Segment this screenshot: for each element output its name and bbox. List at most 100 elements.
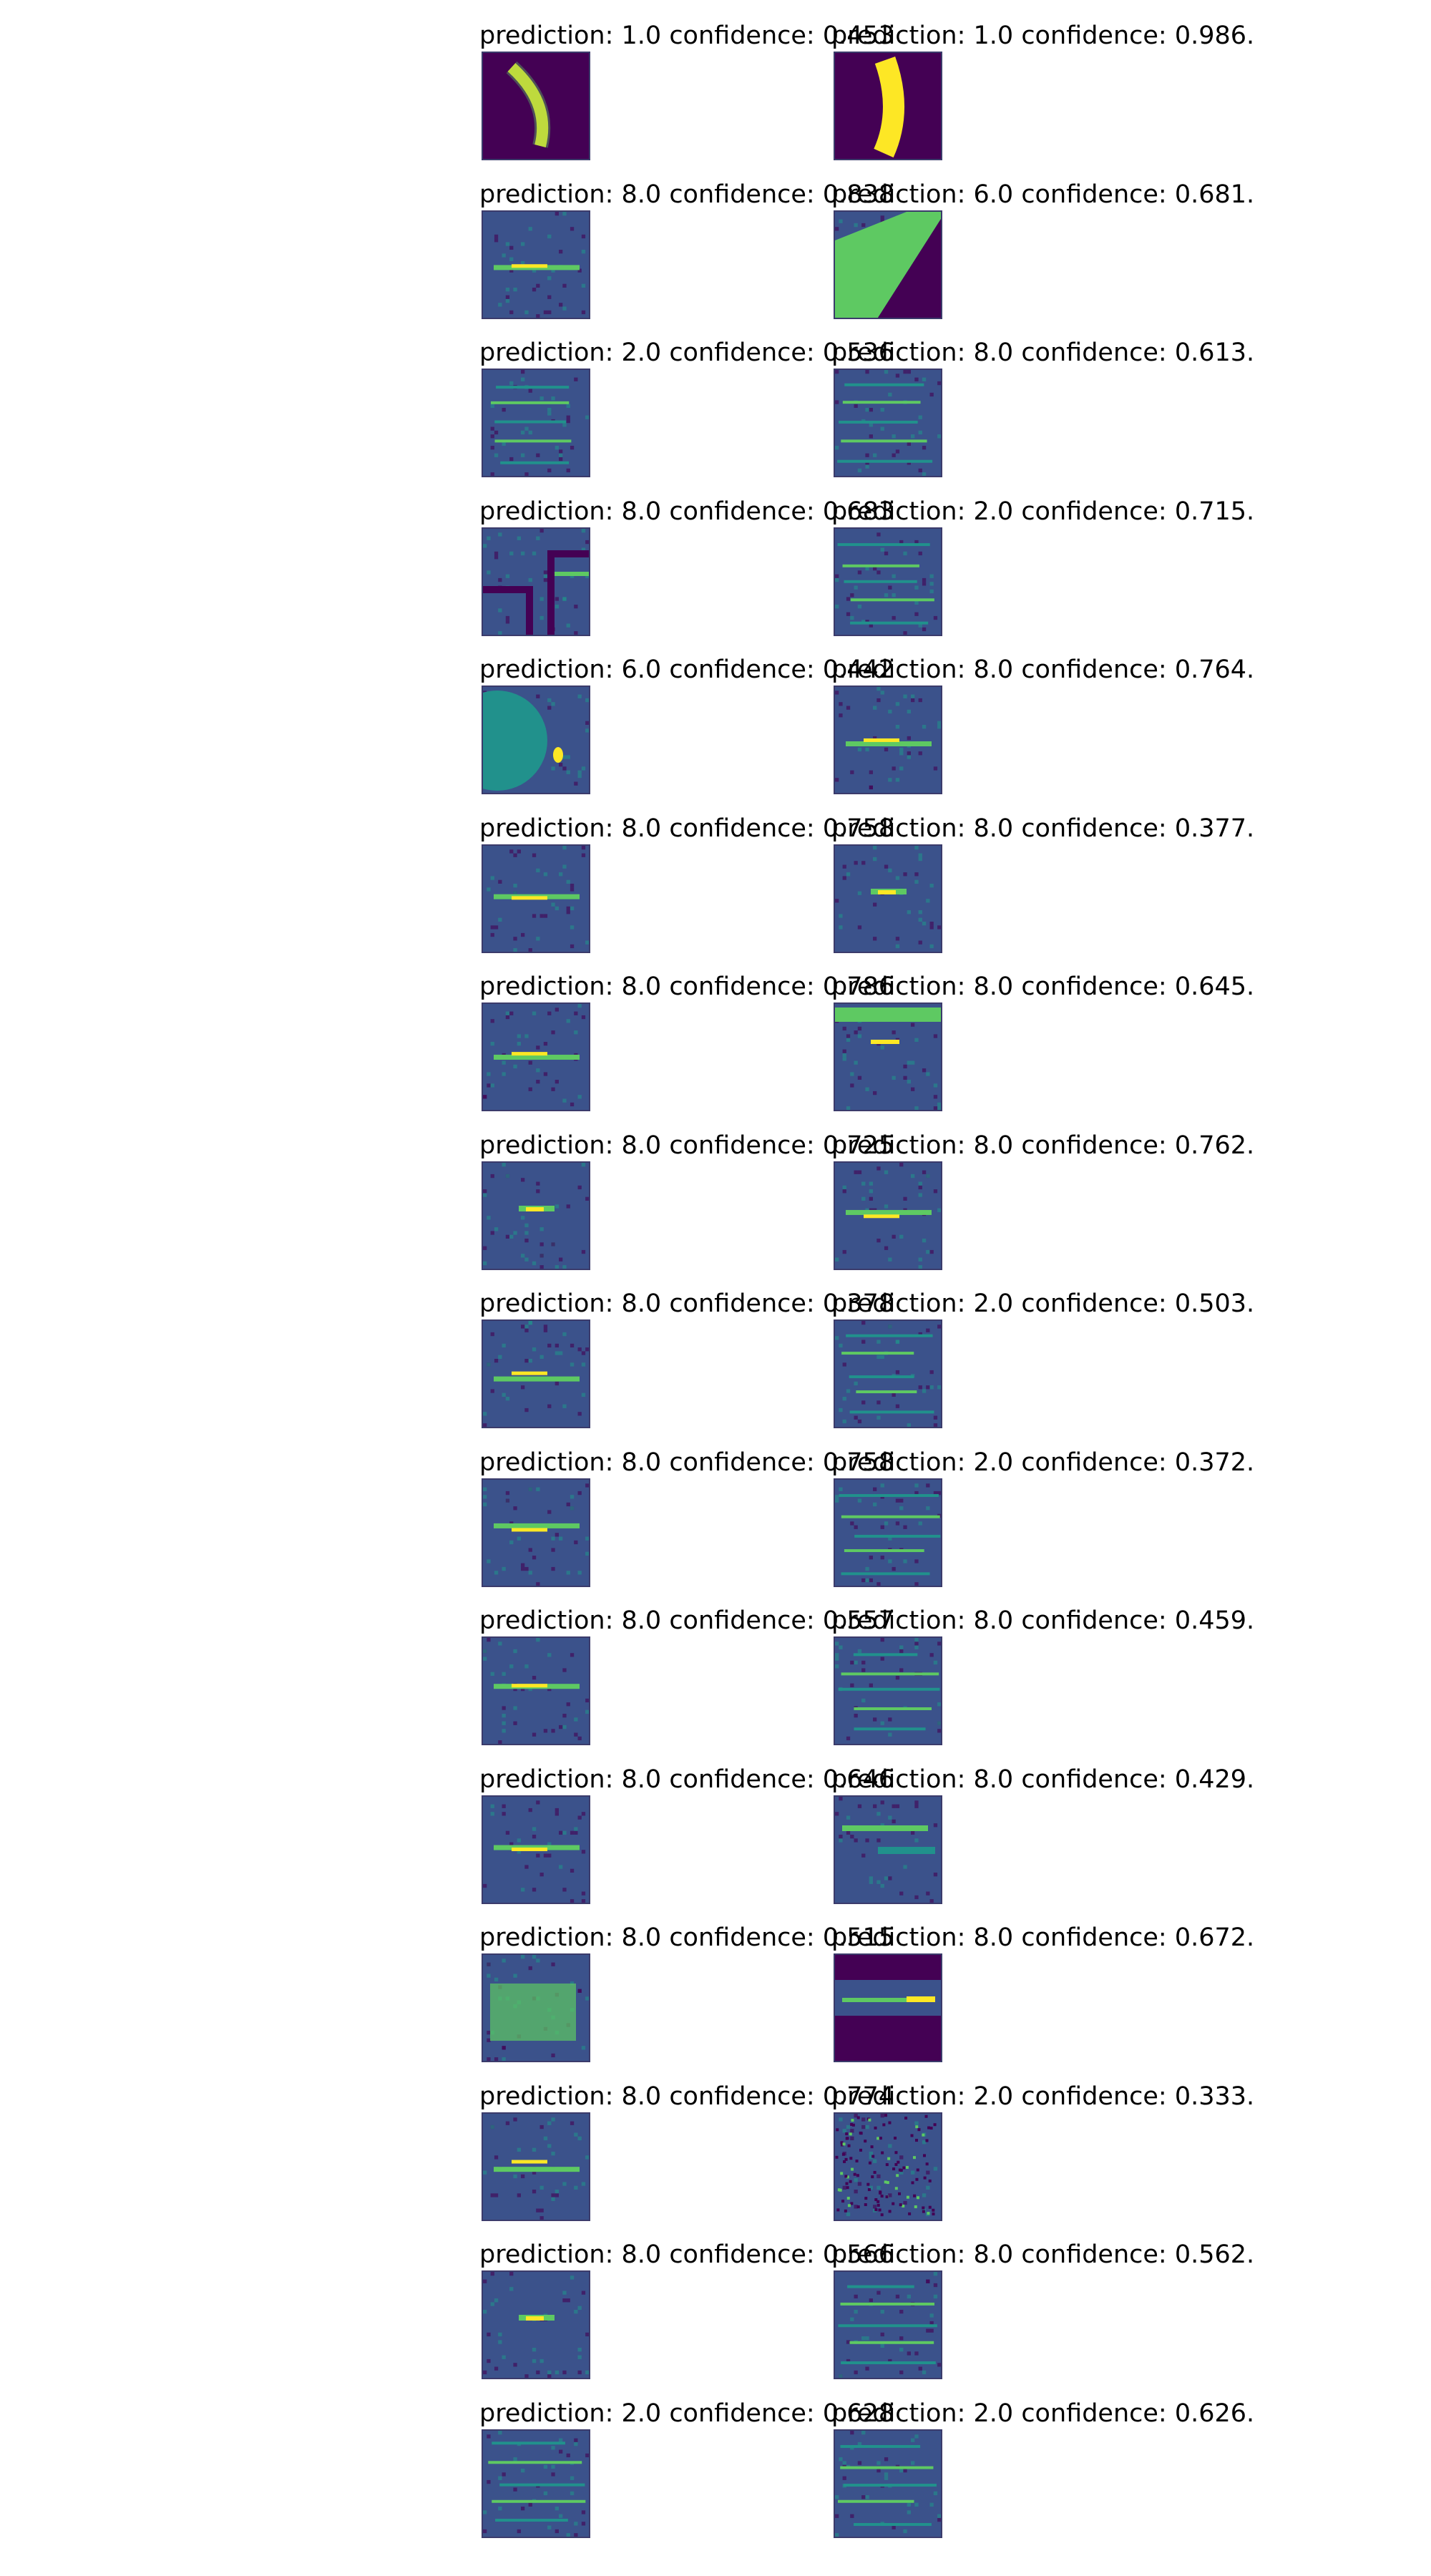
image-patch bbox=[834, 369, 942, 477]
confidence-value: 0.536 bbox=[814, 338, 895, 367]
confidence-prefix: confidence: bbox=[1021, 2082, 1167, 2111]
patch-streak bbox=[835, 1162, 941, 1269]
prediction-label: prediction: 2.0 confidence: 0.715. bbox=[831, 497, 1254, 526]
confidence-value: 0.429. bbox=[1166, 1765, 1255, 1794]
confidence-prefix: confidence: bbox=[669, 2082, 815, 2111]
patch-streak bbox=[835, 687, 941, 793]
prediction-value: 1.0 bbox=[613, 21, 670, 50]
patch-dot bbox=[483, 1162, 589, 1269]
prediction-prefix: prediction: bbox=[479, 2240, 614, 2269]
prediction-value: 1.0 bbox=[965, 21, 1022, 50]
confidence-value: 0.764. bbox=[1166, 655, 1255, 684]
prediction-label: prediction: 2.0 confidence: 0.503. bbox=[831, 1289, 1254, 1318]
confidence-prefix: confidence: bbox=[669, 814, 815, 843]
image-patch bbox=[834, 686, 942, 794]
image-patch bbox=[482, 844, 590, 953]
prediction-value: 8.0 bbox=[613, 972, 670, 1001]
image-patch bbox=[834, 1002, 942, 1111]
image-patch bbox=[482, 1636, 590, 1745]
prediction-label: prediction: 8.0 confidence: 0.515 bbox=[479, 1923, 894, 1952]
image-patch bbox=[834, 1795, 942, 1904]
prediction-prefix: prediction: bbox=[831, 21, 966, 50]
prediction-label: prediction: 8.0 confidence: 0.459. bbox=[831, 1606, 1254, 1635]
patch-streak bbox=[483, 845, 589, 952]
confidence-prefix: confidence: bbox=[669, 1765, 815, 1794]
prediction-value: 8.0 bbox=[965, 814, 1022, 843]
image-patch bbox=[482, 686, 590, 794]
prediction-prefix: prediction: bbox=[831, 2240, 966, 2269]
confidence-prefix: confidence: bbox=[669, 1606, 815, 1635]
confidence-prefix: confidence: bbox=[669, 2399, 815, 2428]
image-patch bbox=[482, 210, 590, 319]
prediction-value: 8.0 bbox=[965, 655, 1022, 684]
prediction-value: 2.0 bbox=[965, 1289, 1022, 1318]
prediction-prefix: prediction: bbox=[831, 1448, 966, 1477]
prediction-cell: prediction: 2.0 confidence: 0.503. bbox=[831, 1289, 1254, 1433]
prediction-cell: prediction: 8.0 confidence: 0.672. bbox=[831, 1923, 1254, 2067]
confidence-value: 0.459. bbox=[1166, 1606, 1255, 1635]
prediction-value: 2.0 bbox=[613, 2399, 670, 2428]
patch-multi-streak bbox=[835, 1479, 941, 1586]
image-patch bbox=[834, 1319, 942, 1428]
confidence-prefix: confidence: bbox=[1021, 1606, 1167, 1635]
prediction-cell: prediction: 8.0 confidence: 0.377. bbox=[831, 814, 1254, 957]
prediction-cell: prediction: 2.0 confidence: 0.628 bbox=[479, 2399, 894, 2542]
confidence-value: 0.758 bbox=[814, 1448, 895, 1477]
prediction-prefix: prediction: bbox=[479, 814, 614, 843]
image-patch bbox=[834, 844, 942, 953]
prediction-prefix: prediction: bbox=[831, 1289, 966, 1318]
prediction-label: prediction: 8.0 confidence: 0.646 bbox=[479, 1765, 894, 1794]
prediction-value: 8.0 bbox=[613, 1131, 670, 1160]
prediction-cell: prediction: 8.0 confidence: 0.378 bbox=[479, 1289, 894, 1433]
confidence-value: 0.515 bbox=[814, 1923, 895, 1952]
prediction-label: prediction: 6.0 confidence: 0.681. bbox=[831, 180, 1254, 209]
prediction-value: 8.0 bbox=[613, 1289, 670, 1318]
prediction-label: prediction: 8.0 confidence: 0.429. bbox=[831, 1765, 1254, 1794]
image-patch bbox=[834, 210, 942, 319]
patch-frame bbox=[483, 528, 589, 635]
prediction-label: prediction: 8.0 confidence: 0.786 bbox=[479, 972, 894, 1001]
confidence-prefix: confidence: bbox=[1021, 2399, 1167, 2428]
prediction-cell: prediction: 6.0 confidence: 0.442 bbox=[479, 655, 894, 799]
prediction-prefix: prediction: bbox=[831, 1765, 966, 1794]
prediction-prefix: prediction: bbox=[479, 1448, 614, 1477]
prediction-cell: prediction: 8.0 confidence: 0.515 bbox=[479, 1923, 894, 2067]
confidence-value: 0.986. bbox=[1166, 21, 1255, 50]
prediction-cell: prediction: 8.0 confidence: 0.566 bbox=[479, 2240, 894, 2384]
confidence-value: 0.774 bbox=[814, 2082, 895, 2111]
prediction-value: 8.0 bbox=[613, 180, 670, 209]
prediction-prefix: prediction: bbox=[831, 2399, 966, 2428]
confidence-value: 0.442 bbox=[814, 655, 895, 684]
confidence-prefix: confidence: bbox=[1021, 2240, 1167, 2269]
prediction-value: 8.0 bbox=[613, 2240, 670, 2269]
prediction-prefix: prediction: bbox=[831, 180, 966, 209]
confidence-prefix: confidence: bbox=[669, 1923, 815, 1952]
prediction-value: 2.0 bbox=[965, 2082, 1022, 2111]
prediction-prefix: prediction: bbox=[479, 1765, 614, 1794]
patch-multi-streak bbox=[483, 2430, 589, 2537]
prediction-value: 8.0 bbox=[613, 814, 670, 843]
prediction-cell: prediction: 2.0 confidence: 0.715. bbox=[831, 497, 1254, 640]
confidence-value: 0.762. bbox=[1166, 1131, 1255, 1160]
patch-multi-streak bbox=[835, 1638, 941, 1744]
confidence-value: 0.562. bbox=[1166, 2240, 1255, 2269]
prediction-prefix: prediction: bbox=[479, 21, 614, 50]
patch-multi-streak bbox=[835, 1321, 941, 1427]
prediction-cell: prediction: 8.0 confidence: 0.758 bbox=[479, 1448, 894, 1591]
confidence-prefix: confidence: bbox=[1021, 21, 1167, 50]
confidence-prefix: confidence: bbox=[1021, 338, 1167, 367]
prediction-label: prediction: 8.0 confidence: 0.566 bbox=[479, 2240, 894, 2269]
prediction-value: 8.0 bbox=[965, 1923, 1022, 1952]
image-patch bbox=[834, 527, 942, 636]
prediction-value: 8.0 bbox=[965, 1131, 1022, 1160]
prediction-value: 8.0 bbox=[965, 1606, 1022, 1635]
prediction-label: prediction: 2.0 confidence: 0.626. bbox=[831, 2399, 1254, 2428]
prediction-label: prediction: 8.0 confidence: 0.774 bbox=[479, 2082, 894, 2111]
prediction-prefix: prediction: bbox=[479, 972, 614, 1001]
confidence-value: 0.333. bbox=[1166, 2082, 1255, 2111]
prediction-prefix: prediction: bbox=[479, 655, 614, 684]
prediction-label: prediction: 6.0 confidence: 0.442 bbox=[479, 655, 894, 684]
prediction-label: prediction: 8.0 confidence: 0.838 bbox=[479, 180, 894, 209]
prediction-value: 8.0 bbox=[613, 2082, 670, 2111]
prediction-cell: prediction: 8.0 confidence: 0.786 bbox=[479, 972, 894, 1116]
